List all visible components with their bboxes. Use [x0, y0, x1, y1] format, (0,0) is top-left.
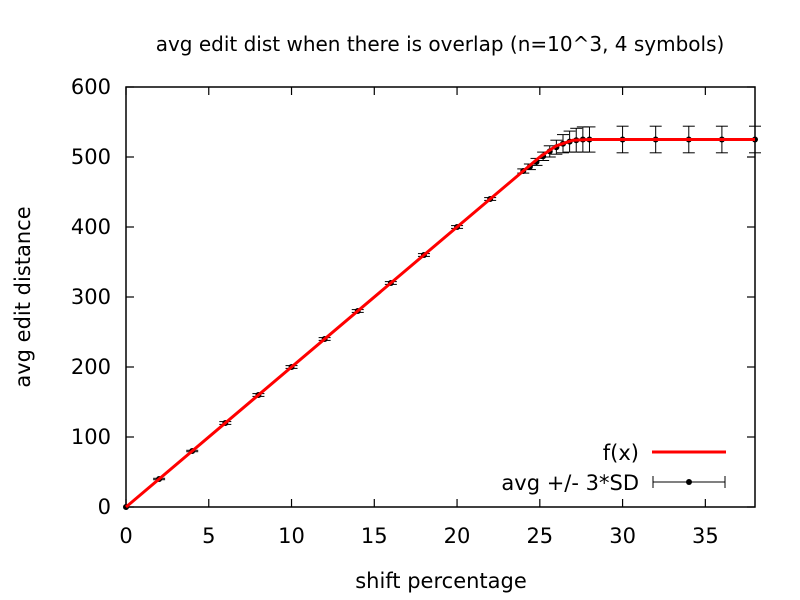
x-tick-label: 30 [609, 524, 636, 548]
y-tick-label: 300 [71, 285, 111, 309]
line-series [125, 138, 755, 509]
x-tick-label: 20 [444, 524, 471, 548]
x-tick-label: 0 [119, 524, 132, 548]
x-axis: 0 5 10 15 20 25 30 35 [119, 87, 719, 548]
x-tick-label: 25 [526, 524, 553, 548]
legend-label-fx: f(x) [603, 441, 639, 465]
x-tick-label: 10 [278, 524, 305, 548]
legend-sample-errorbar [652, 476, 726, 488]
x-tick-label: 5 [202, 524, 215, 548]
legend-label-errorbars: avg +/- 3*SD [501, 471, 639, 495]
y-axis-label: avg edit distance [11, 206, 35, 387]
chart-title: avg edit dist when there is overlap (n=1… [156, 32, 725, 56]
y-axis: 0 100 200 300 400 500 600 [71, 75, 755, 519]
fx-line [125, 138, 755, 509]
y-tick-label: 500 [71, 145, 111, 169]
y-tick-label: 0 [98, 495, 111, 519]
x-tick-label: 15 [361, 524, 388, 548]
y-tick-label: 200 [71, 355, 111, 379]
x-axis-label: shift percentage [355, 569, 527, 593]
y-tick-label: 600 [71, 75, 111, 99]
y-tick-label: 400 [71, 215, 111, 239]
legend: f(x) avg +/- 3*SD [501, 441, 726, 495]
x-tick-label: 35 [692, 524, 719, 548]
plot-frame [125, 86, 756, 508]
y-tick-label: 100 [71, 425, 111, 449]
plot-area-border [125, 86, 756, 508]
